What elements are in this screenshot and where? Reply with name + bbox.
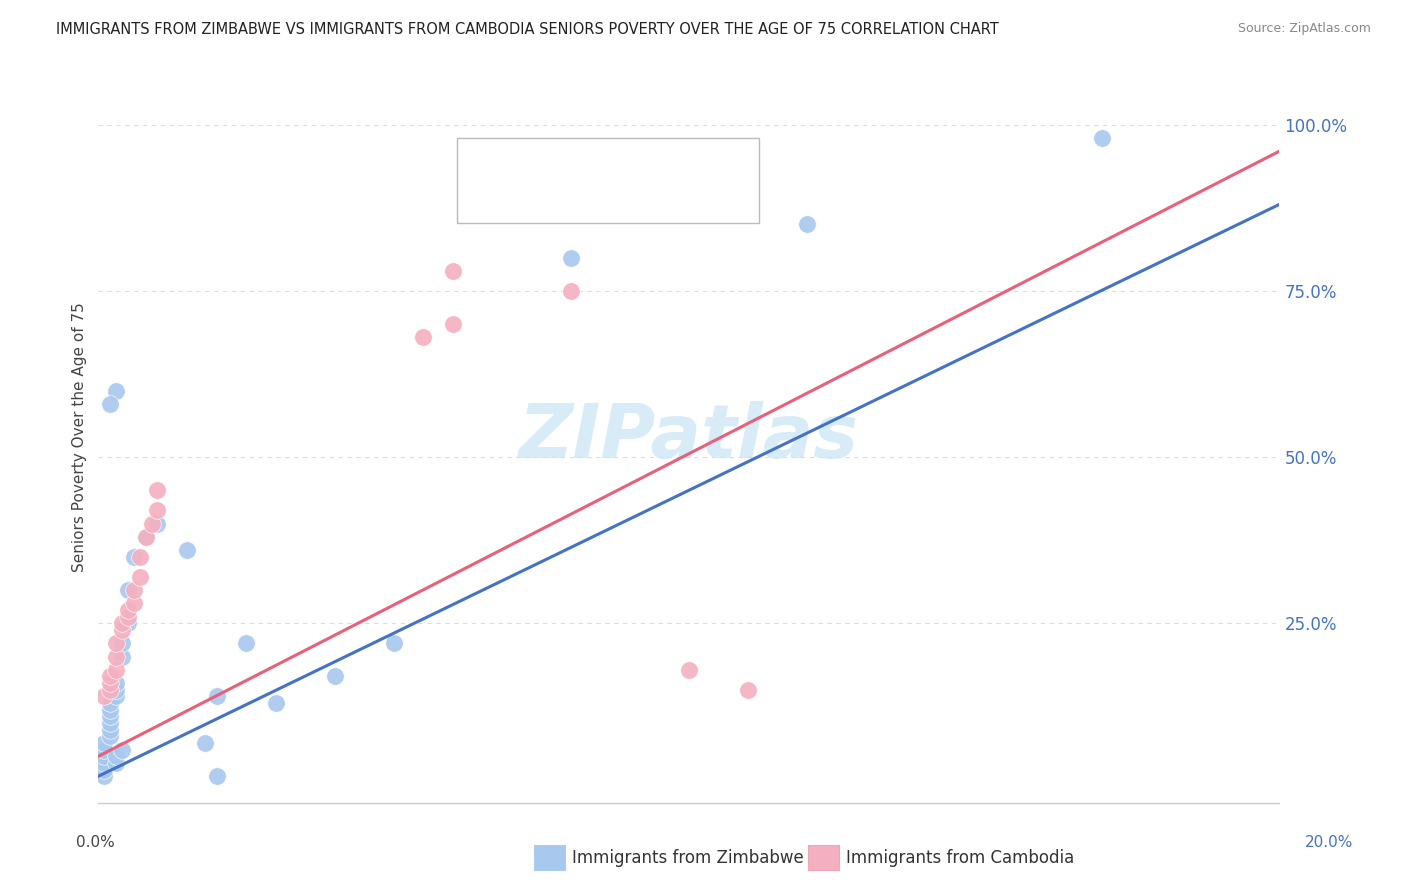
Text: N =: N =: [600, 188, 652, 206]
Point: [111, 616, 134, 631]
Point: [93, 742, 115, 756]
Y-axis label: Seniors Poverty Over the Age of 75: Seniors Poverty Over the Age of 75: [72, 302, 87, 572]
Point: [264, 696, 287, 710]
Point: [105, 663, 128, 677]
Text: 0.630: 0.630: [541, 150, 598, 168]
Point: [146, 503, 169, 517]
Point: [98, 709, 121, 723]
Point: [323, 669, 346, 683]
Point: [1091, 131, 1114, 145]
Point: [105, 649, 128, 664]
Point: [98, 723, 121, 737]
Point: [98, 676, 121, 690]
Point: [122, 582, 145, 597]
Point: [135, 530, 157, 544]
Point: [105, 636, 128, 650]
Point: [176, 543, 198, 558]
Point: [98, 716, 121, 731]
Point: [122, 596, 145, 610]
Point: [412, 330, 434, 344]
Text: 0.671: 0.671: [541, 188, 598, 206]
Point: [98, 682, 121, 697]
Text: Source: ZipAtlas.com: Source: ZipAtlas.com: [1237, 22, 1371, 36]
Point: [117, 603, 139, 617]
Text: 0.0%: 0.0%: [76, 836, 115, 850]
Point: [93, 763, 115, 777]
Point: [98, 397, 121, 411]
Point: [128, 549, 150, 564]
Point: [105, 384, 128, 398]
Text: ZIPatlas: ZIPatlas: [519, 401, 859, 474]
Point: [441, 264, 464, 278]
Point: [128, 570, 150, 584]
Point: [117, 609, 139, 624]
Text: 25: 25: [655, 188, 681, 206]
Point: [111, 636, 134, 650]
Point: [93, 690, 115, 704]
Text: R =: R =: [508, 188, 547, 206]
Text: 20.0%: 20.0%: [1305, 836, 1353, 850]
Point: [111, 649, 134, 664]
Point: [111, 623, 134, 637]
Point: [122, 549, 145, 564]
Point: [93, 769, 115, 783]
Point: [105, 682, 128, 697]
Point: [146, 516, 169, 531]
Point: [135, 530, 157, 544]
Text: 38: 38: [655, 150, 681, 168]
Point: [98, 669, 121, 683]
Point: [737, 682, 759, 697]
Point: [117, 616, 139, 631]
Point: [146, 483, 169, 498]
Point: [98, 696, 121, 710]
Point: [560, 284, 582, 298]
Point: [441, 317, 464, 331]
Point: [105, 690, 128, 704]
Text: Immigrants from Zimbabwe: Immigrants from Zimbabwe: [572, 849, 804, 867]
Point: [93, 749, 115, 764]
Point: [105, 749, 128, 764]
Point: [235, 636, 257, 650]
Point: [93, 736, 115, 750]
Text: N =: N =: [600, 150, 652, 168]
Point: [117, 582, 139, 597]
Point: [111, 742, 134, 756]
Point: [141, 516, 163, 531]
Point: [560, 251, 582, 265]
Point: [205, 769, 228, 783]
Text: Immigrants from Cambodia: Immigrants from Cambodia: [846, 849, 1074, 867]
Point: [98, 703, 121, 717]
Text: IMMIGRANTS FROM ZIMBABWE VS IMMIGRANTS FROM CAMBODIA SENIORS POVERTY OVER THE AG: IMMIGRANTS FROM ZIMBABWE VS IMMIGRANTS F…: [56, 22, 1000, 37]
Point: [796, 217, 818, 231]
Point: [678, 663, 700, 677]
Point: [105, 756, 128, 770]
Point: [93, 756, 115, 770]
Point: [105, 676, 128, 690]
Point: [98, 729, 121, 743]
Point: [382, 636, 405, 650]
Point: [194, 736, 217, 750]
Text: R =: R =: [508, 150, 547, 168]
Point: [205, 690, 228, 704]
